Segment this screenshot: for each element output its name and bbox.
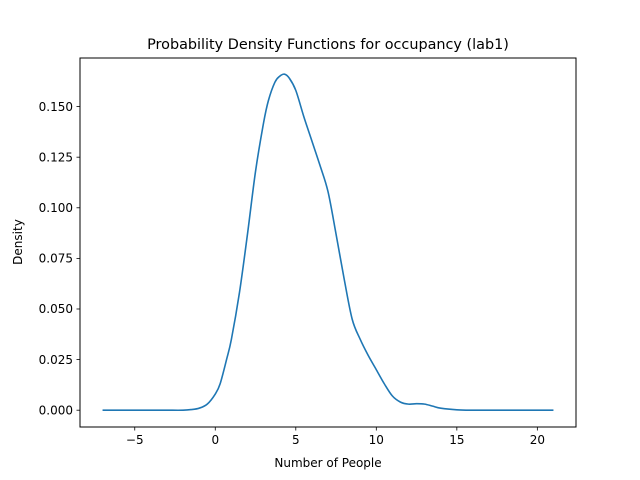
x-axis-label: Number of People	[274, 456, 381, 470]
chart-title: Probability Density Functions for occupa…	[147, 37, 509, 53]
x-tick-label: 5	[292, 433, 300, 447]
y-tick-label: 0.025	[39, 353, 73, 367]
x-tick-label: 15	[449, 433, 464, 447]
x-tick-label: −5	[126, 433, 144, 447]
x-tick-label: 10	[369, 433, 384, 447]
x-tick-label: 0	[211, 433, 219, 447]
y-tick-label: 0.150	[39, 100, 73, 114]
y-tick-label: 0.050	[39, 302, 73, 316]
density-line-series-0	[102, 73, 554, 412]
plot-area	[102, 73, 554, 412]
y-tick-label: 0.000	[39, 403, 73, 417]
y-axis-label: Density	[11, 219, 25, 265]
x-tick-label: 20	[530, 433, 545, 447]
y-tick-label: 0.100	[39, 201, 73, 215]
y-axis: 0.000 0.025 0.050 0.075 0.100 0.125 0.150	[39, 100, 80, 417]
y-tick-label: 0.125	[39, 150, 73, 164]
y-tick-label: 0.075	[39, 252, 73, 266]
x-axis: −5 0 5 10 15 20	[126, 427, 545, 447]
plot-frame	[79, 57, 577, 428]
